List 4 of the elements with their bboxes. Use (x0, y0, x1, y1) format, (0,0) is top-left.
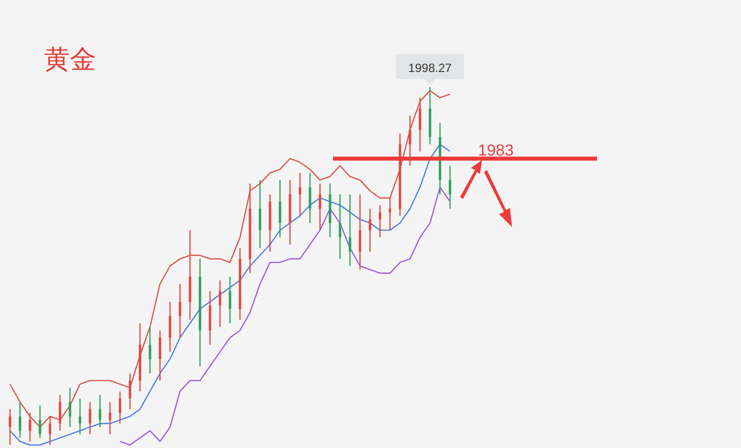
annotation: 1998.27 (408, 61, 452, 75)
text: 1983 (478, 142, 514, 160)
candlestick (388, 197, 392, 231)
chart-title: 黄金 (44, 44, 96, 74)
